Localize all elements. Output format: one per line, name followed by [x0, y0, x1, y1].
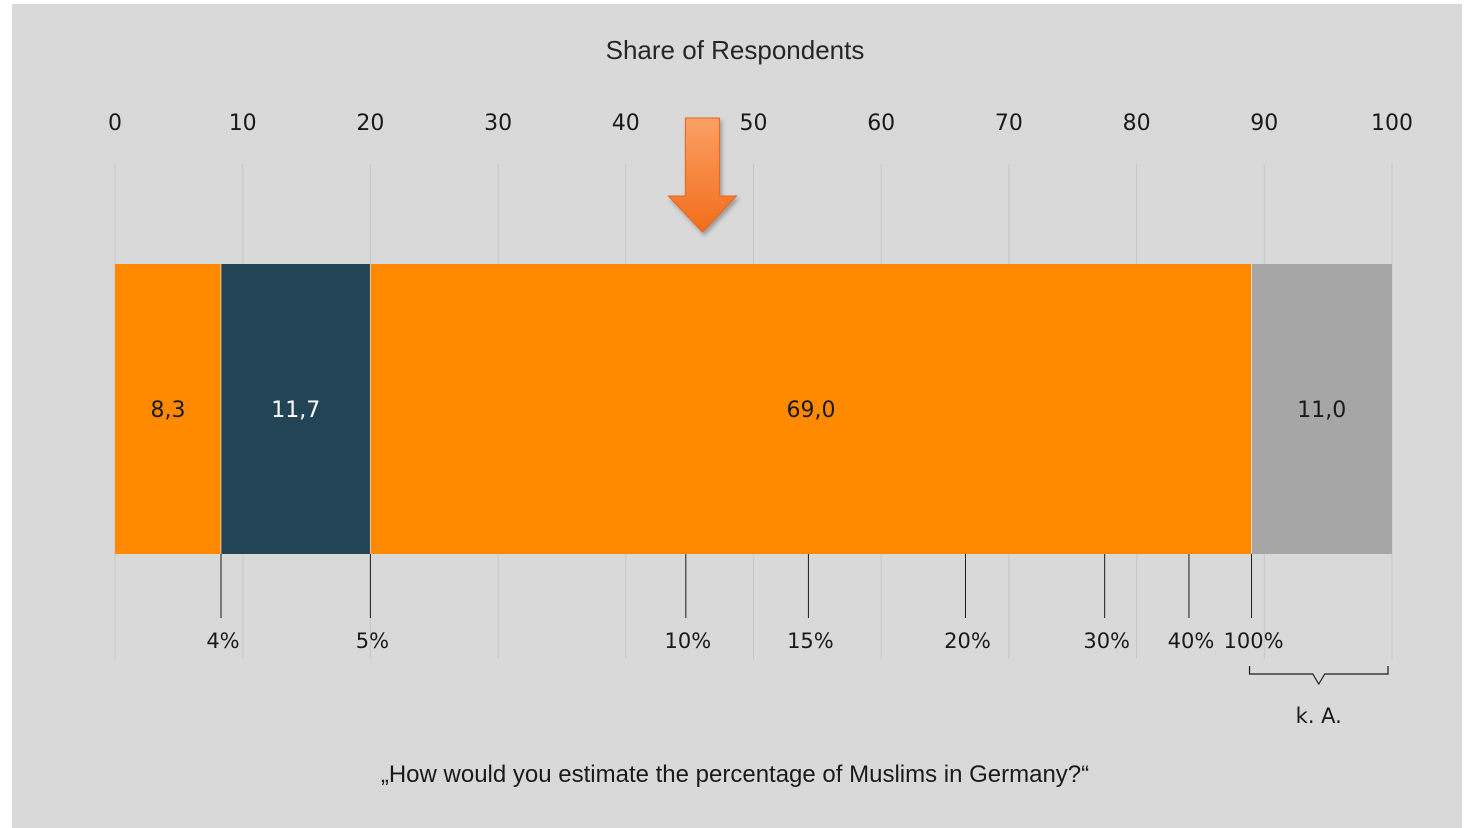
bar-segment-3: [370, 264, 1252, 554]
bar-segment-4: [1251, 264, 1392, 554]
x-tick-label: 0: [108, 111, 122, 136]
x-tick-label: 40: [612, 111, 640, 136]
x-tick-label: 90: [1250, 111, 1278, 136]
x-tick-label: 10: [229, 111, 257, 136]
x-axis-ticks: 0 10 20 30 40 50 60 70 80 90 100: [108, 111, 1413, 136]
no-answer-brace: [1248, 666, 1389, 686]
estimate-marker-label: 100%: [1224, 629, 1284, 653]
stacked-bar: 8,3 11,7 69,0 11,0: [115, 264, 1392, 554]
x-tick-label: 70: [995, 111, 1023, 136]
bar-segment-1: [115, 264, 221, 554]
bar-segment-2: [220, 264, 371, 554]
x-tick-label: 30: [484, 111, 512, 136]
bar-segment-value-label: 69,0: [786, 398, 835, 423]
estimate-markers: 4% 5% 10% 15% 20% 30% 40% 100%: [206, 554, 1284, 653]
bar-segment-value-label: 8,3: [150, 398, 185, 423]
no-answer-label: k. A.: [1296, 704, 1342, 728]
x-tick-label: 80: [1123, 111, 1151, 136]
estimate-marker-label: 20%: [944, 629, 991, 653]
down-arrow-icon: [667, 117, 738, 233]
x-tick-label: 50: [740, 111, 768, 136]
chart: Share of Respondents 0 10 20 30 40 50 60 70 80 90…: [108, 35, 1413, 788]
arrow-indicator: [667, 117, 738, 233]
no-answer-bracket: k. A.: [1248, 666, 1389, 728]
bar-segment-value-label: 11,0: [1297, 398, 1346, 423]
x-tick-label: 100: [1371, 111, 1413, 136]
chart-title: Share of Respondents: [606, 35, 865, 65]
x-tick-label: 60: [867, 111, 895, 136]
estimate-marker-label: 30%: [1083, 629, 1130, 653]
estimate-marker-label: 15%: [787, 629, 834, 653]
estimate-marker-label: 10%: [664, 629, 711, 653]
x-tick-label: 20: [356, 111, 384, 136]
estimate-marker-label: 4%: [206, 629, 239, 653]
bar-segment-value-label: 11,7: [271, 398, 320, 423]
chart-frame: Share of Respondents 0 10 20 30 40 50 60 70 80 90…: [12, 4, 1462, 828]
estimate-marker-label: 5%: [356, 629, 389, 653]
estimate-marker-label: 40%: [1168, 629, 1215, 653]
question-caption: „How would you estimate the percentage o…: [381, 761, 1089, 788]
